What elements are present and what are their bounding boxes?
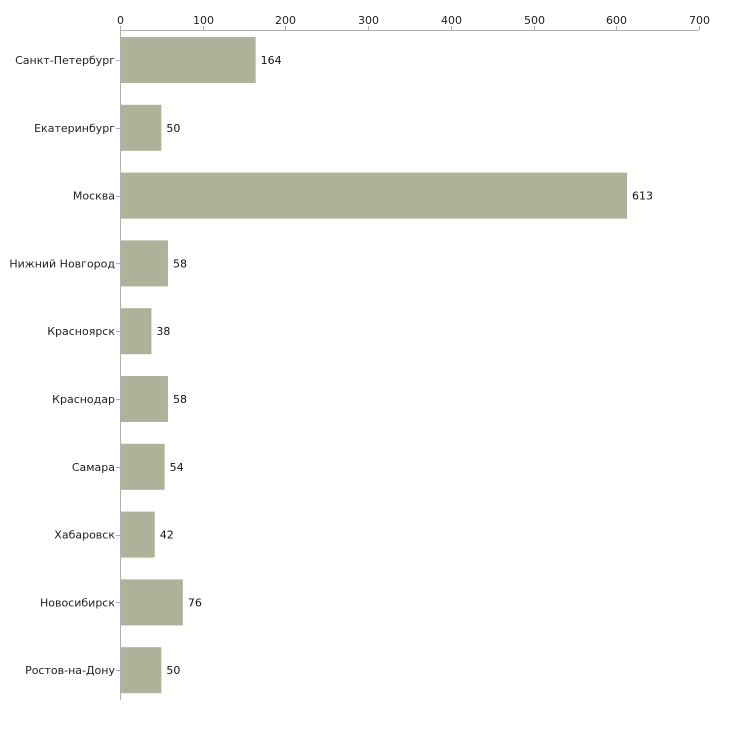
category-label: Красноярск	[47, 325, 115, 338]
bar	[121, 172, 628, 219]
bar	[121, 511, 155, 558]
x-tick-label: 600	[606, 14, 627, 27]
category-label: Нижний Новгород	[9, 257, 115, 270]
category-label: Екатеринбург	[34, 122, 115, 135]
bar	[121, 376, 168, 422]
x-tick-label: 700	[689, 14, 710, 27]
value-label: 42	[160, 529, 174, 542]
x-tick-label: 100	[193, 14, 214, 27]
x-tick-label: 300	[358, 14, 379, 27]
value-label: 38	[156, 325, 170, 338]
bar	[121, 240, 168, 287]
category-label: Ростов-на-Дону	[25, 664, 115, 677]
bar	[121, 104, 162, 151]
value-label: 164	[261, 54, 282, 67]
value-label: 76	[188, 596, 202, 609]
value-label: 54	[170, 461, 184, 474]
category-label: Самара	[72, 461, 115, 474]
value-label: 613	[632, 190, 653, 203]
value-label: 50	[166, 664, 180, 677]
category-label: Новосибирск	[40, 596, 115, 609]
value-label: 58	[173, 393, 187, 406]
value-label: 58	[173, 257, 187, 270]
bar	[121, 443, 165, 490]
category-label: Хабаровск	[54, 529, 115, 542]
bar	[121, 579, 183, 626]
category-label: Москва	[73, 190, 115, 203]
value-label: 50	[166, 122, 180, 135]
x-tick-label: 200	[275, 14, 296, 27]
x-tick-label: 400	[441, 14, 462, 27]
label-layer: Санкт-Петербург 164 Екатеринбург 50 Москва 61…	[9, 54, 653, 677]
x-tick-label: 500	[524, 14, 545, 27]
bar	[121, 37, 256, 83]
bar-layer	[121, 37, 628, 694]
bar	[121, 308, 152, 355]
category-label: Санкт-Петербург	[15, 54, 115, 67]
x-tick-label: 0	[117, 14, 124, 27]
category-label: Краснодар	[52, 393, 115, 406]
bar	[121, 647, 162, 694]
axis-layer: 0 100 200 300 400 500 600 700	[116, 14, 710, 700]
